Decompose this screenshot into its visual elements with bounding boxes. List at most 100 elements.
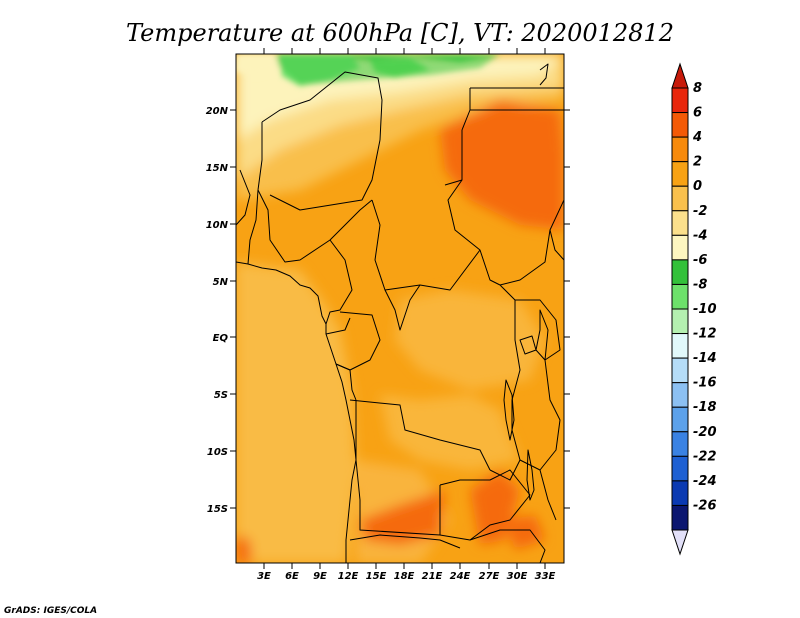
colorbar-label: -12 bbox=[693, 327, 717, 342]
border-malawi bbox=[539, 469, 557, 521]
field-region-minus4-minus2-patch bbox=[236, 54, 280, 76]
colorbar-label: 6 bbox=[693, 106, 702, 121]
lon-label-30e: 30E bbox=[507, 571, 528, 582]
border-namibia bbox=[349, 534, 461, 549]
lon-label-15e: 15E bbox=[366, 571, 387, 582]
colorbar-box bbox=[671, 112, 689, 138]
lat-label-15s: 15S bbox=[207, 504, 228, 515]
lon-label-33e: 33E bbox=[535, 571, 556, 582]
field-region-0-2-west bbox=[236, 262, 356, 563]
colorbar-label: -22 bbox=[693, 449, 717, 464]
lon-label-18e: 18E bbox=[394, 571, 415, 582]
colorbar-label: -10 bbox=[693, 302, 717, 317]
colorbar-labels: 8 6 4 2 0 -2 -4 -6 -8 -10 -12 -14 -16 -18 -20 -22 -24 -26 bbox=[692, 81, 717, 513]
colorbar-box bbox=[671, 382, 689, 408]
colorbar-box bbox=[671, 308, 689, 335]
colorbar-bottom-arrow bbox=[671, 529, 689, 556]
colorbar-box bbox=[671, 87, 689, 114]
field-region-0-2-east bbox=[380, 395, 520, 470]
lat-label-5s: 5S bbox=[214, 390, 228, 401]
colorbar-box bbox=[671, 259, 689, 285]
field-region-4-6-far-se bbox=[505, 515, 545, 550]
map-frame bbox=[235, 53, 565, 564]
colorbar-boxes bbox=[671, 87, 689, 531]
colorbar-box bbox=[671, 136, 689, 163]
lon-label-12e: 12E bbox=[338, 571, 359, 582]
colorbar-label: 4 bbox=[692, 130, 702, 145]
colorbar-label: 8 bbox=[693, 81, 702, 96]
lat-label-15n: 15N bbox=[206, 163, 229, 174]
latitude-axis: 20N 15N 10N 5N EQ 5S 10S 15S bbox=[206, 106, 570, 515]
border-west-small-2 bbox=[257, 122, 263, 191]
colorbar-box bbox=[671, 210, 689, 236]
lon-label-6e: 6E bbox=[285, 571, 299, 582]
lat-label-eq: EQ bbox=[213, 333, 229, 344]
border-libya-egypt bbox=[444, 88, 471, 186]
country-borders bbox=[236, 63, 564, 563]
lake-victoria bbox=[519, 335, 537, 355]
border-drc-west bbox=[335, 363, 357, 401]
colorbar-box bbox=[671, 185, 689, 212]
border-angola bbox=[355, 400, 441, 536]
colorbar-label: 2 bbox=[693, 155, 702, 170]
lat-label-20n: 20N bbox=[206, 106, 229, 117]
border-gabon bbox=[325, 317, 351, 335]
border-nigeria bbox=[257, 189, 373, 263]
lon-label-3e: 3E bbox=[257, 571, 271, 582]
border-chad-sudan bbox=[447, 179, 501, 286]
border-niger-chad bbox=[269, 139, 381, 211]
colorbar-box bbox=[671, 283, 689, 310]
border-sudan-south bbox=[499, 199, 564, 286]
field-region-minus6-minus4-band bbox=[236, 54, 500, 85]
colorbar-label: -14 bbox=[693, 351, 717, 366]
colorbar-box bbox=[671, 357, 689, 384]
colorbar-label: -4 bbox=[693, 228, 707, 243]
field-region-4-6-ne bbox=[440, 100, 564, 230]
colorbar-label: -26 bbox=[693, 498, 717, 513]
border-drc-south bbox=[349, 399, 491, 471]
colorbar-box bbox=[671, 406, 689, 433]
colorbar-label: -2 bbox=[693, 204, 707, 219]
colorbar-label: -6 bbox=[693, 253, 707, 268]
colorbar-label: -20 bbox=[693, 425, 717, 440]
colorbar-box bbox=[671, 333, 689, 359]
colorbar-label: 0 bbox=[693, 179, 702, 194]
border-west-small bbox=[236, 169, 251, 226]
field-region-4-6-sw bbox=[236, 535, 252, 563]
lat-label-10n: 10N bbox=[206, 220, 229, 231]
border-zambia bbox=[439, 469, 531, 541]
colorbar-box bbox=[671, 161, 689, 187]
colorbar-box bbox=[671, 234, 689, 261]
border-uganda bbox=[515, 299, 561, 361]
colorbar-label: -8 bbox=[693, 277, 707, 292]
nile-coast bbox=[539, 63, 549, 86]
lon-label-21e: 21E bbox=[422, 571, 443, 582]
lake-malawi bbox=[526, 449, 535, 501]
coastline-west-africa bbox=[236, 261, 357, 563]
border-tanzania bbox=[519, 359, 561, 471]
border-ghana bbox=[247, 189, 259, 265]
lake-tanganyika bbox=[503, 379, 515, 441]
lat-label-5n: 5N bbox=[213, 277, 229, 288]
map-title: Temperature at 600hPa [C], VT: 202001281… bbox=[126, 19, 674, 47]
border-east-lakes bbox=[535, 309, 549, 361]
colorbar-box bbox=[671, 455, 689, 482]
border-zimbabwe bbox=[469, 529, 546, 563]
temperature-field bbox=[236, 54, 564, 563]
credit-text: GrADS: IGES/COLA bbox=[4, 606, 97, 616]
colorbar-box bbox=[671, 504, 689, 531]
border-ethiopia bbox=[549, 229, 564, 261]
colorbar-label: -24 bbox=[693, 474, 717, 489]
lon-label-9e: 9E bbox=[313, 571, 327, 582]
colorbar-label: -16 bbox=[693, 376, 717, 391]
colorbar-box bbox=[671, 431, 689, 457]
longitude-axis: 3E 6E 9E 12E 15E 18E 21E 24E 27E 30E 33E bbox=[257, 48, 556, 582]
lat-label-10s: 10S bbox=[207, 447, 228, 458]
field-region-0-2-central bbox=[395, 290, 545, 390]
lon-label-27e: 27E bbox=[479, 571, 500, 582]
border-drc-north bbox=[384, 284, 421, 331]
colorbar: 8 6 4 2 0 -2 -4 -6 -8 -10 -12 -14 -16 -18 -20 -22 -24 -26 bbox=[671, 62, 717, 556]
colorbar-label: -18 bbox=[693, 400, 717, 415]
colorbar-top-arrow bbox=[671, 62, 689, 89]
